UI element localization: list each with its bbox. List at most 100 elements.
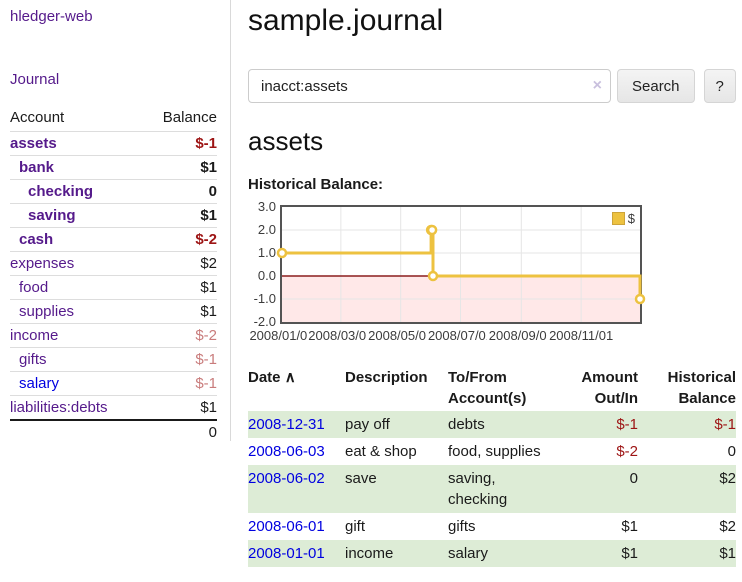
accounts-total-row: 0 [10,420,217,444]
y-axis-tick-label: -1.0 [253,291,276,306]
account-balance: $1 [200,279,217,296]
col-header-amount: Amount Out/In [581,369,638,407]
x-axis-tick-label: 2008/09/01 [487,328,556,343]
account-balance: $1 [200,303,217,320]
account-row: income $-2 [10,323,217,348]
nav-journal-link[interactable]: Journal [10,71,60,88]
spacer [10,420,143,444]
transaction-accounts: debts [448,416,485,433]
account-link-expenses[interactable]: expenses [10,255,75,272]
account-row: salary $-1 [10,371,217,396]
register-header-row: Date ∧ Description To/From Account(s) Am… [248,365,736,411]
accounts-header-balance: Balance [162,109,217,126]
account-row: cash $-2 [10,227,217,252]
account-balance: $1 [200,159,217,176]
transaction-date-link[interactable]: 2008-06-01 [248,518,325,535]
register-table-body: 2008-12-31 pay off debts $-1 $-1 2008-06-03 ea… [248,411,736,567]
x-axis-tick-label: 2008/05/01 [366,328,435,343]
col-header-balance: Historical Balance [667,369,736,407]
clear-search-icon[interactable]: × [592,77,602,94]
transaction-accounts: salary [448,545,489,562]
chart-title: Historical Balance: [248,176,384,193]
transaction-date-link[interactable]: 2008-06-02 [248,470,325,487]
account-link-bank[interactable]: bank [19,159,55,176]
accounts-table-body: assets $-1 bank $1 checking 0 saving $1 cash $-2 e… [10,131,217,421]
brand-link[interactable]: hledger-web [10,8,93,25]
search-button[interactable]: Search [617,69,695,103]
account-link-gifts[interactable]: gifts [19,351,47,368]
x-axis-tick-label: 2008/01/01 [248,328,316,343]
transaction-balance: $1 [719,545,736,562]
transaction-row: 2008-01-01 income salary $1 $1 [248,540,736,567]
transaction-description: pay off [345,416,390,433]
account-link-salary[interactable]: salary [19,375,60,392]
transaction-amount: $1 [621,545,638,562]
account-link-supplies[interactable]: supplies [19,303,75,320]
account-link-checking[interactable]: checking [28,183,94,200]
account-row: checking 0 [10,179,217,204]
account-balance: $-2 [195,231,217,248]
register-table: Date ∧ Description To/From Account(s) Am… [248,365,736,567]
search-form: × Search ? [248,69,738,103]
transaction-accounts: saving, checking [448,470,508,508]
col-header-description: Description [345,369,428,386]
account-row: bank $1 [10,155,217,180]
transaction-amount: $-2 [616,443,638,460]
account-link-cash[interactable]: cash [19,231,54,248]
transaction-description: gift [345,518,366,535]
chart-canvas [276,207,646,322]
transaction-balance: 0 [727,443,736,460]
transaction-balance: $2 [719,518,736,535]
chart-plot-area: $ [276,205,646,324]
accounts-header-account: Account [10,109,65,126]
x-axis-tick-label: 2008/03/01 [306,328,375,343]
y-axis-tick-label: -2.0 [253,314,276,329]
legend-label: $ [627,211,635,226]
account-row: liabilities:debts $1 [10,395,217,421]
transaction-amount: 0 [629,470,638,487]
account-balance: $-1 [195,135,217,152]
sort-asc-icon: ∧ [284,369,296,386]
transaction-row: 2008-06-03 eat & shop food, supplies $-2 0 [248,438,736,465]
historical-balance-chart: $ 3.0 2.0 1.0 0.0 -1.0 -2.0 2008/01/01 2008/03/… [248,199,738,346]
transaction-description: save [345,470,377,487]
account-balance: $1 [200,207,217,224]
transaction-row: 2008-06-01 gift gifts $1 $2 [248,513,736,540]
account-row: saving $1 [10,203,217,228]
account-link-saving[interactable]: saving [28,207,76,224]
account-heading: assets [248,126,324,156]
transaction-accounts: gifts [448,518,476,535]
chart-legend: $ [609,210,637,227]
account-row: food $1 [10,275,217,300]
search-input[interactable] [248,69,611,103]
account-link-food[interactable]: food [19,279,49,296]
main-content: sample.journal × Search ? assets Histori… [248,0,738,567]
sidebar: hledger-web Journal Account Balance asse… [0,0,231,441]
transaction-description: income [345,545,394,562]
col-header-date: Date ∧ [248,369,296,386]
col-header-accounts: To/From Account(s) [448,369,527,407]
transaction-description: eat & shop [345,443,417,460]
accounts-table: Account Balance assets $-1 bank $1 checking 0… [10,105,217,444]
account-balance: $-1 [195,375,217,392]
account-balance: 0 [208,183,217,200]
transaction-row: 2008-06-02 save saving, checking 0 $2 [248,465,736,513]
account-row: gifts $-1 [10,347,217,372]
transaction-balance: $2 [719,470,736,487]
transaction-balance: $-1 [714,416,736,433]
transaction-date-link[interactable]: 2008-06-03 [248,443,325,460]
y-axis-tick-label: 0.0 [257,268,276,283]
transaction-row: 2008-12-31 pay off debts $-1 $-1 [248,411,736,438]
account-link-assets[interactable]: assets [10,135,57,152]
account-balance: $-2 [195,327,217,344]
search-wrap: × [248,69,611,103]
account-link-income[interactable]: income [10,327,59,344]
y-axis-tick-label: 3.0 [257,199,276,214]
account-link-liabilities-debts[interactable]: liabilities:debts [10,399,108,416]
help-button[interactable]: ? [703,69,736,103]
x-axis-tick-label: 2008/07/01 [426,328,495,343]
transaction-date-link[interactable]: 2008-12-31 [248,416,325,433]
accounts-total-balance: 0 [208,424,217,441]
transaction-date-link[interactable]: 2008-01-01 [248,545,325,562]
transaction-amount: $-1 [616,416,638,433]
